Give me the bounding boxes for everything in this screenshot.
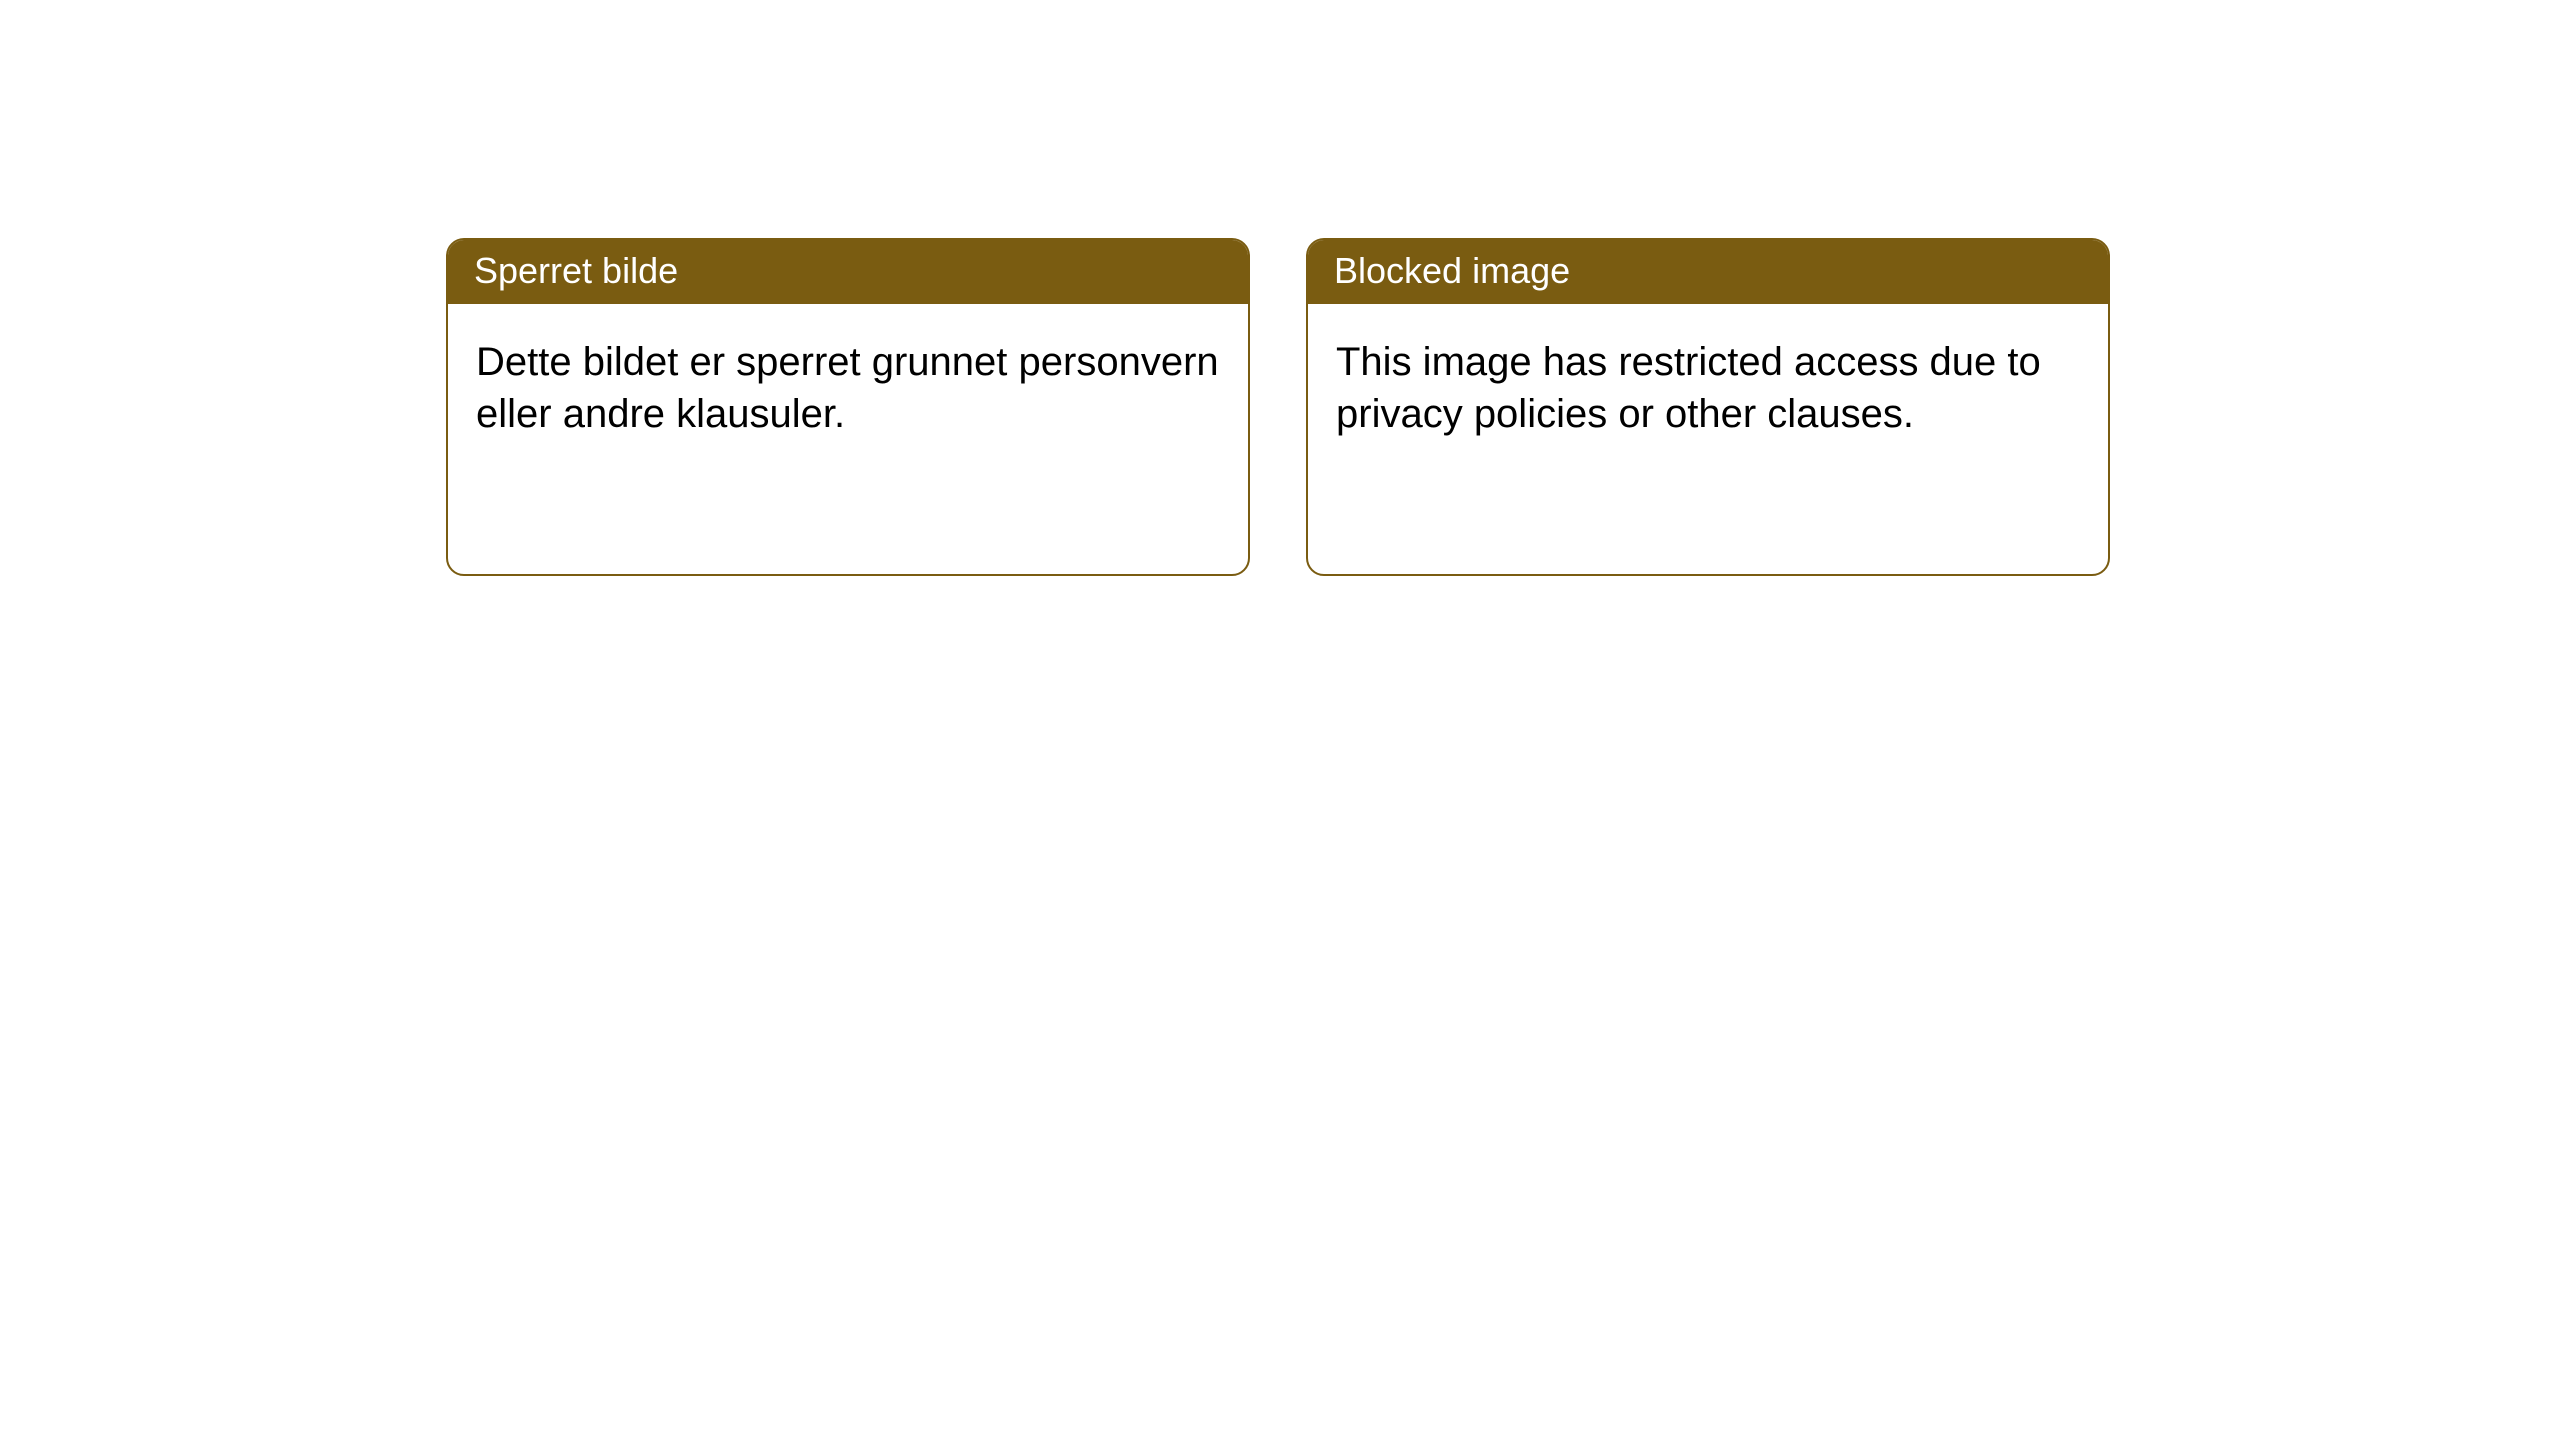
notice-header: Blocked image (1308, 240, 2108, 304)
notice-card-english: Blocked image This image has restricted … (1306, 238, 2110, 576)
notice-container: Sperret bilde Dette bildet er sperret gr… (0, 0, 2560, 576)
notice-card-norwegian: Sperret bilde Dette bildet er sperret gr… (446, 238, 1250, 576)
notice-body: Dette bildet er sperret grunnet personve… (448, 304, 1248, 472)
notice-header: Sperret bilde (448, 240, 1248, 304)
notice-body: This image has restricted access due to … (1308, 304, 2108, 472)
